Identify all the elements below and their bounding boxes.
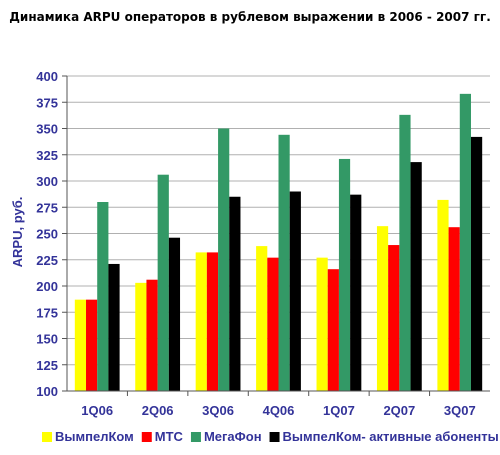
bar-ВымпелКом--активные-абоненты-1Q07 <box>350 194 362 391</box>
bar-ВымпелКом--активные-абоненты-4Q06 <box>289 191 301 391</box>
x-tick-label: 1Q06 <box>81 403 113 418</box>
bar-МТС-1Q07 <box>327 269 339 391</box>
y-tick-label: 125 <box>36 358 58 373</box>
y-tick-label: 100 <box>36 384 58 399</box>
y-tick-label: 300 <box>36 174 58 189</box>
y-tick-labels: 100 125 150 175 200 225 250 275 300 325 350 375 400 <box>36 69 58 399</box>
x-tick-label: 1Q07 <box>323 403 355 418</box>
y-tick-label: 350 <box>36 122 58 137</box>
bar-МегаФон-1Q07 <box>338 158 351 391</box>
bar-ВымпелКом--активные-абоненты-3Q06 <box>229 196 241 391</box>
y-tick-label: 200 <box>36 279 58 294</box>
bar-МТС-2Q06 <box>146 279 158 391</box>
y-tick-label: 150 <box>36 332 58 347</box>
bar-ВымпелКом-1Q06 <box>74 299 87 391</box>
bar-МегаФон-3Q07 <box>459 93 471 391</box>
bar-ВымпелКом-2Q06 <box>135 282 147 391</box>
legend-swatch <box>42 432 52 442</box>
y-tick-label: 375 <box>36 95 58 110</box>
x-tick-label: 2Q07 <box>383 403 415 418</box>
x-tick-label: 3Q07 <box>444 403 476 418</box>
bar-ВымпелКом-3Q06 <box>195 252 207 391</box>
y-tick-label: 325 <box>36 148 58 163</box>
y-tick-label: 400 <box>36 69 58 84</box>
legend-label: МТС <box>155 429 184 444</box>
bar-МТС-2Q07 <box>388 245 400 391</box>
bar-МТС-4Q06 <box>267 257 279 391</box>
x-tick-label: 2Q06 <box>142 403 174 418</box>
bar-МегаФон-2Q07 <box>399 114 411 391</box>
bar-МегаФон-1Q06 <box>97 202 109 391</box>
legend: ВымпелКом МТС МегаФон ВымпелКом- активные а… <box>42 429 499 444</box>
chart-title: Динамика ARPU операторов в рублевом выра… <box>9 10 491 24</box>
bar-ВымпелКом--активные-абоненты-2Q06 <box>168 237 181 391</box>
bar-ВымпелКом-2Q07 <box>376 226 389 391</box>
bar-ВымпелКом--активные-абоненты-1Q06 <box>108 263 120 391</box>
legend-label: МегаФон <box>204 429 262 444</box>
bar-МегаФон-4Q06 <box>278 134 290 392</box>
bar-ВымпелКом--активные-абоненты-3Q07 <box>470 136 483 391</box>
bar-МегаФон-3Q06 <box>218 128 230 391</box>
x-tick-label: 4Q06 <box>263 403 295 418</box>
bar-МТС-3Q07 <box>448 227 460 391</box>
y-tick-label: 275 <box>36 200 58 215</box>
legend-swatch <box>190 432 201 442</box>
bar-ВымпелКом-3Q07 <box>437 199 449 391</box>
bar-МегаФон-2Q06 <box>157 174 169 391</box>
x-tick-labels: 1Q06 2Q06 3Q06 4Q06 1Q07 2Q07 3Q07 <box>81 403 475 418</box>
legend-label: ВымпелКом <box>55 429 134 444</box>
axes <box>66 76 490 396</box>
y-axis-label: ARPU, руб. <box>10 197 25 268</box>
y-tick-label: 250 <box>36 227 58 242</box>
bar-ВымпелКом--активные-абоненты-2Q07 <box>410 162 422 391</box>
legend-swatch <box>269 432 280 442</box>
bar-МТС-3Q06 <box>206 252 219 391</box>
legend-label: ВымпелКом- активные абоненты <box>283 429 499 444</box>
bar-ВымпелКом-4Q06 <box>256 246 268 391</box>
legend-swatch <box>141 432 152 442</box>
bar-МТС-1Q06 <box>86 299 98 391</box>
bar-ВымпелКом-1Q07 <box>316 257 328 391</box>
y-tick-label: 175 <box>36 305 58 320</box>
bars <box>74 93 483 392</box>
y-tick-label: 225 <box>36 253 58 268</box>
x-tick-label: 3Q06 <box>202 403 234 418</box>
